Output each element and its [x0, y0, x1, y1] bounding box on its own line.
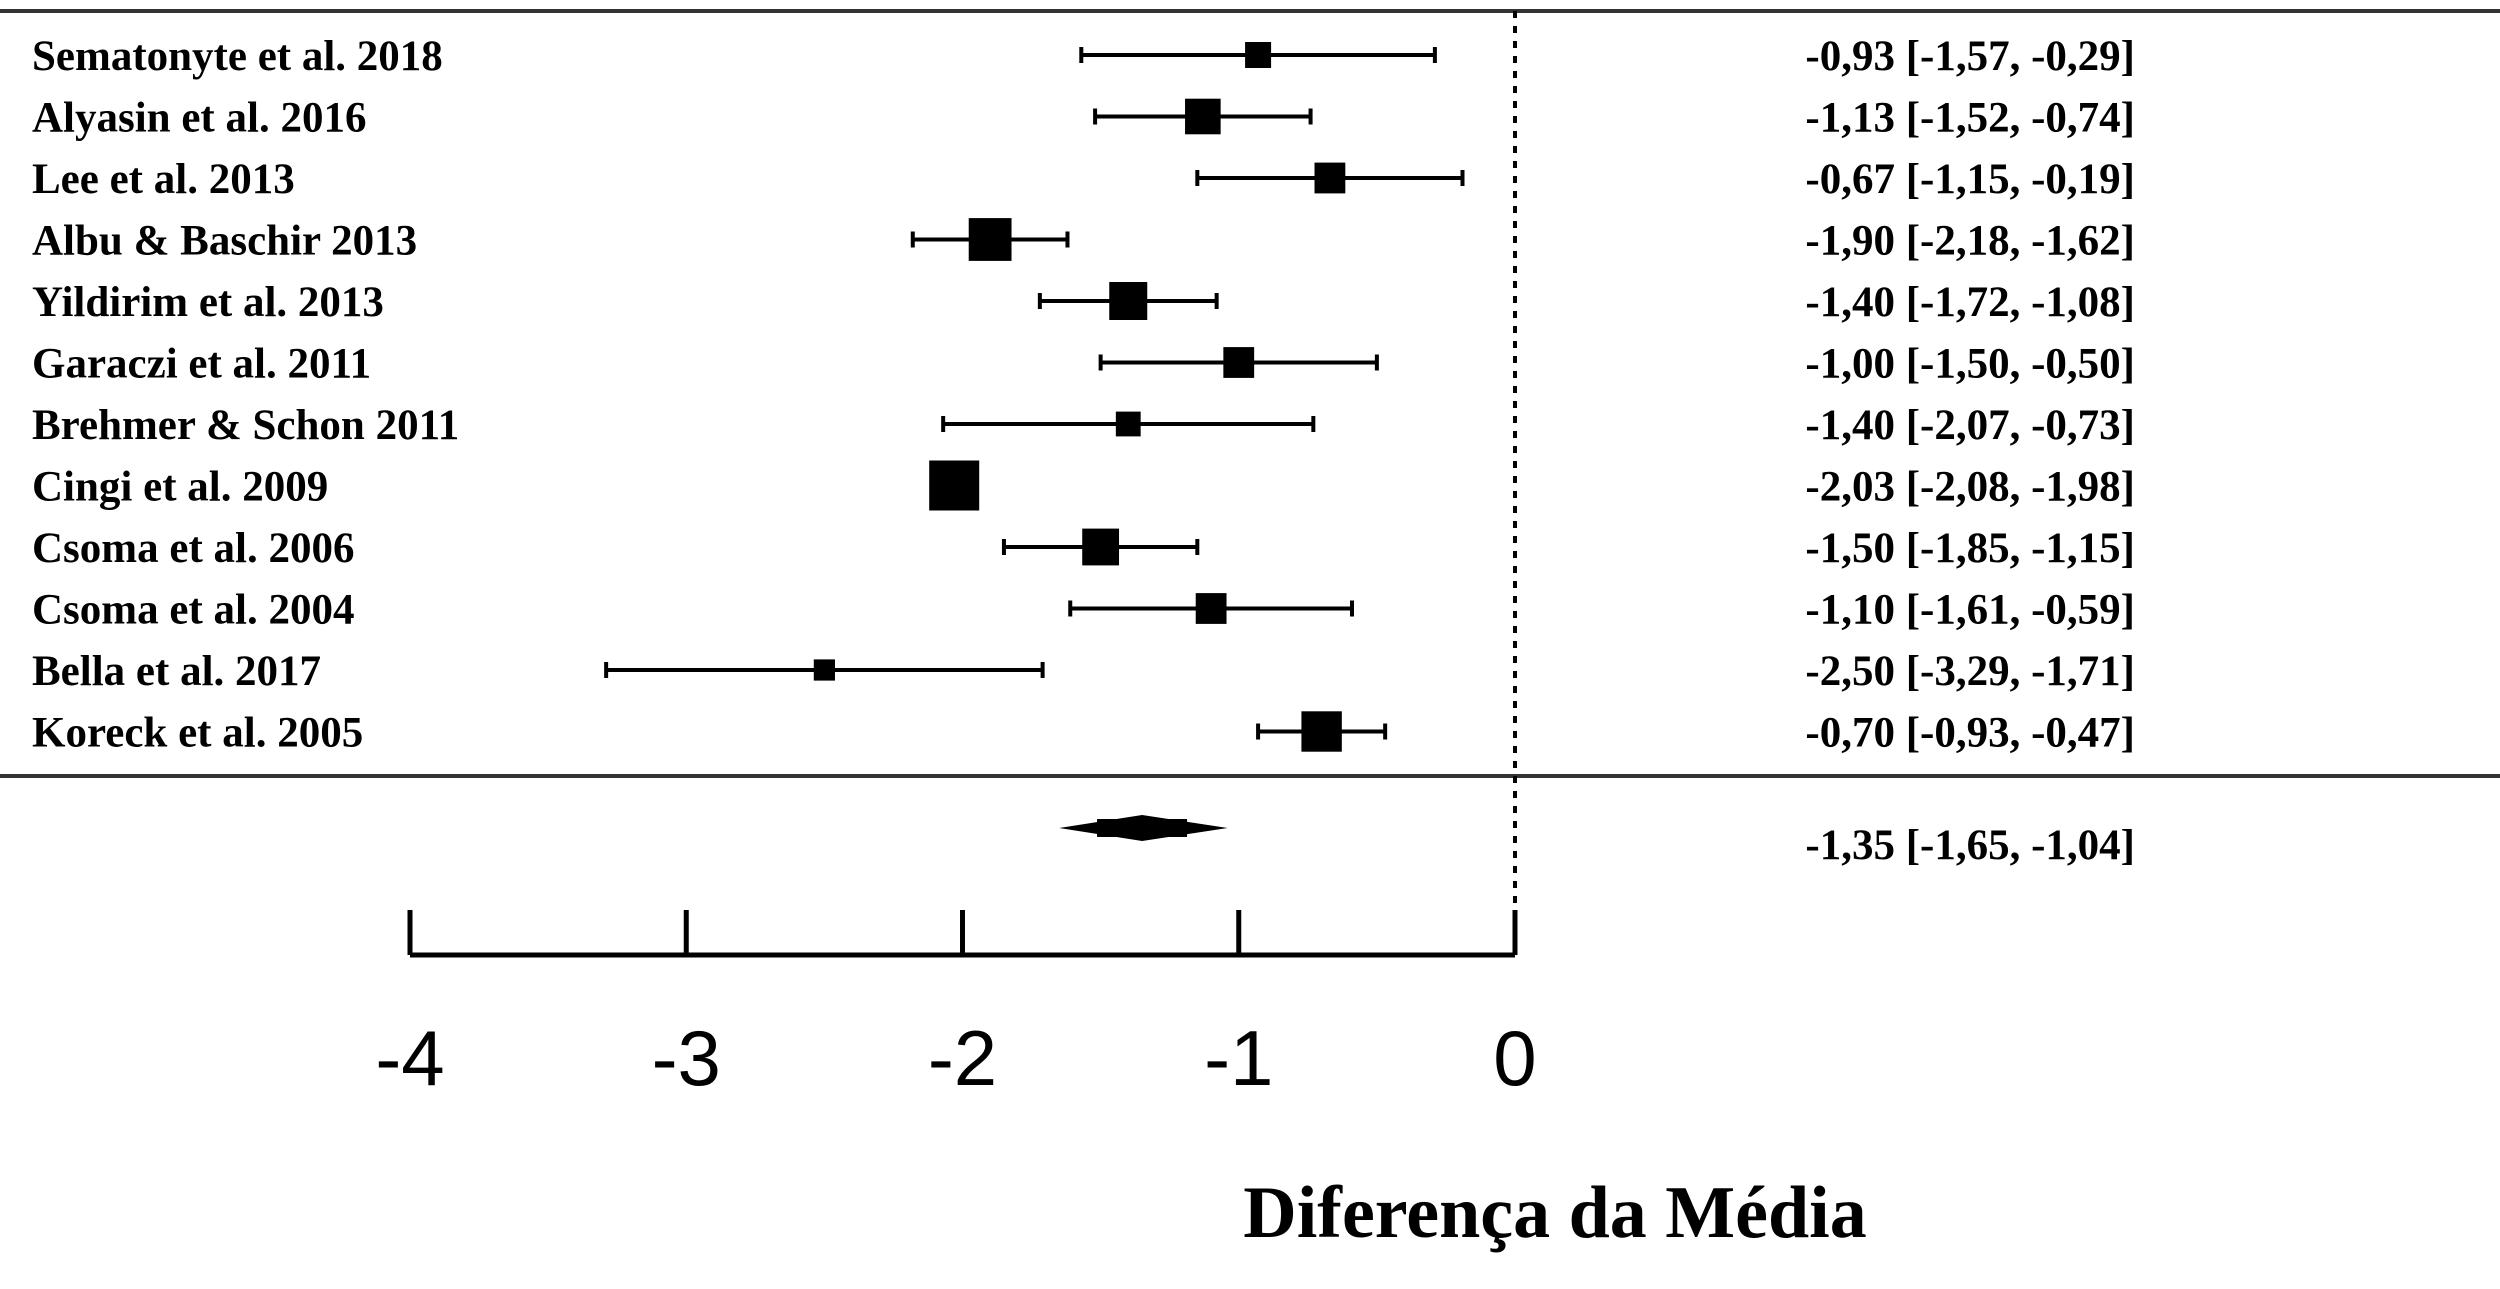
summary-estimate-bar [1097, 819, 1188, 837]
summary-row: -1,35 [-1,65, -1,04] [1059, 815, 2135, 869]
effect-ci-label: -1,00 [-1,50, -0,50] [1805, 341, 2135, 388]
study-label: Koreck et al. 2005 [32, 710, 363, 757]
point-estimate-square [1109, 282, 1148, 320]
effect-ci-label: -1,50 [-1,85, -1,15] [1805, 525, 2135, 572]
study-row: Albu & Baschir 2013 -1,90 [-2,18, -1,62] [32, 218, 2135, 265]
effect-ci-label: -1,40 [-2,07, -0,73] [1805, 402, 2135, 449]
study-label: Sematonyte et al. 2018 [32, 33, 443, 80]
study-label: Albu & Baschir 2013 [32, 218, 417, 265]
effect-ci-label: -1,13 [-1,52, -0,74] [1805, 95, 2135, 142]
x-axis: -4 -3 -2 -1 0 [375, 910, 1537, 1102]
effect-ci-label: -1,40 [-1,72, -1,08] [1805, 279, 2135, 326]
study-row: Cingi et al. 2009 -2,03 [-2,08, -1,98] [32, 460, 2135, 511]
x-tick-label: -4 [375, 1014, 444, 1102]
study-row: Koreck et al. 2005 -0,70 [-0,93, -0,47] [32, 710, 2135, 757]
point-estimate-square [1185, 98, 1221, 135]
study-label: Bella et al. 2017 [32, 648, 321, 695]
summary-ci-label: -1,35 [-1,65, -1,04] [1805, 822, 2135, 869]
point-estimate-square [968, 218, 1012, 261]
effect-ci-label: -1,90 [-2,18, -1,62] [1805, 218, 2135, 265]
x-tick-label: 0 [1493, 1014, 1536, 1102]
study-rows: Sematonyte et al. 2018 -0,93 [-1,57, -0,2… [32, 33, 2135, 757]
effect-ci-label: -2,50 [-3,29, -1,71] [1805, 648, 2135, 695]
study-label: Garaczi et al. 2011 [32, 341, 371, 388]
effect-ci-label: -0,70 [-0,93, -0,47] [1805, 710, 2135, 757]
study-row: Yildirim et al. 2013 -1,40 [-1,72, -1,08] [32, 279, 2135, 326]
study-row: Sematonyte et al. 2018 -0,93 [-1,57, -0,2… [32, 33, 2135, 80]
effect-ci-label: -2,03 [-2,08, -1,98] [1805, 464, 2135, 511]
study-row: Alyasin et al. 2016 -1,13 [-1,52, -0,74] [32, 95, 2135, 142]
point-estimate-square [1245, 42, 1272, 68]
x-tick-label: -1 [1204, 1014, 1273, 1102]
study-label: Cingi et al. 2009 [32, 464, 328, 511]
study-label: Lee et al. 2013 [32, 156, 295, 203]
study-label: Csoma et al. 2004 [32, 587, 354, 634]
effect-ci-label: -0,67 [-1,15, -0,19] [1805, 156, 2135, 203]
point-estimate-square [1301, 711, 1342, 752]
study-row: Bella et al. 2017 -2,50 [-3,29, -1,71] [32, 648, 2135, 695]
study-row: Csoma et al. 2006 -1,50 [-1,85, -1,15] [32, 525, 2135, 572]
point-estimate-square [1195, 593, 1227, 624]
study-label: Brehmer & Schon 2011 [32, 402, 459, 449]
study-label: Csoma et al. 2006 [32, 525, 354, 572]
x-axis-title: Diferença da Média [1243, 1172, 1866, 1254]
study-label: Alyasin et al. 2016 [32, 95, 366, 142]
study-row: Lee et al. 2013 -0,67 [-1,15, -0,19] [32, 156, 2135, 203]
effect-ci-label: -0,93 [-1,57, -0,29] [1805, 33, 2135, 80]
study-row: Brehmer & Schon 2011 -1,40 [-2,07, -0,73] [32, 402, 2135, 449]
x-tick-label: -2 [928, 1014, 997, 1102]
x-tick-label: -3 [652, 1014, 721, 1102]
study-row: Csoma et al. 2004 -1,10 [-1,61, -0,59] [32, 587, 2135, 634]
point-estimate-square [1314, 162, 1346, 194]
point-estimate-square [929, 460, 980, 511]
study-row: Garaczi et al. 2011 -1,00 [-1,50, -0,50] [32, 341, 2135, 388]
study-label: Yildirim et al. 2013 [32, 279, 384, 326]
point-estimate-square [1223, 347, 1255, 378]
point-estimate-square [813, 659, 835, 681]
point-estimate-square [1082, 528, 1120, 566]
point-estimate-square [1115, 411, 1141, 437]
effect-ci-label: -1,10 [-1,61, -0,59] [1805, 587, 2135, 634]
